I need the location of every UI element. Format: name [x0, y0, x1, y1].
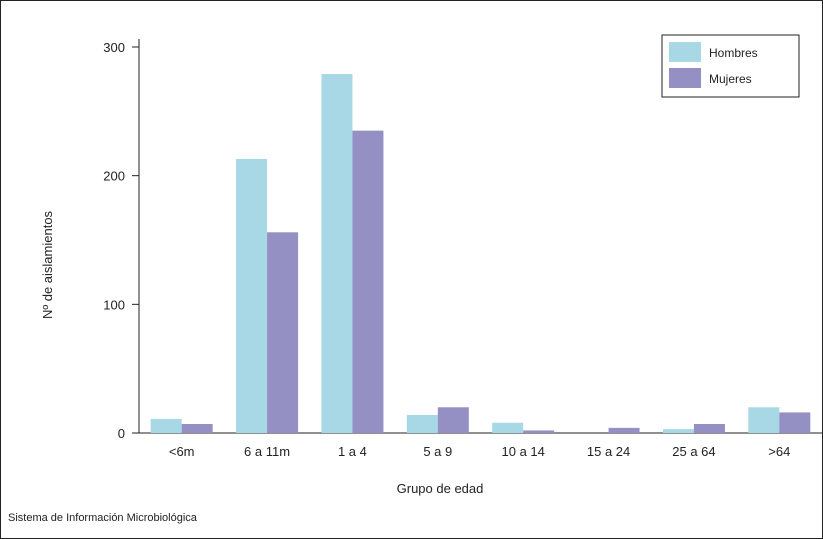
bar-hombres-6	[662, 429, 694, 433]
legend-label-mujeres: Mujeres	[709, 72, 752, 86]
source-note: Sistema de Información Microbiológica	[8, 512, 197, 524]
bar-mujeres-5	[608, 427, 640, 433]
y-tick-label: 0	[118, 426, 125, 441]
legend-label-hombres: Hombres	[709, 46, 758, 60]
bar-hombres-7	[748, 407, 780, 433]
bar-hombres-2	[321, 74, 353, 434]
x-tick-label: 6 a 11m	[244, 444, 290, 459]
y-ticks: 0 100 200 300	[103, 40, 139, 441]
bar-hombres-3	[406, 414, 438, 433]
bar-mujeres-7	[779, 412, 811, 433]
x-tick-label: 5 a 9	[423, 444, 452, 459]
bar-hombres-1	[236, 158, 268, 433]
legend-swatch-mujeres	[669, 68, 701, 88]
y-tick-label: 200	[103, 169, 125, 184]
y-tick-label: 300	[103, 40, 125, 55]
x-tick-label: 1 a 4	[338, 444, 367, 459]
x-ticks: <6m 6 a 11m 1 a 4 5 a 9 10 a 14 15 a 24 25 a 6…	[169, 444, 790, 459]
legend: Hombres Mujeres	[661, 34, 800, 98]
bar-mujeres-6	[693, 423, 725, 433]
x-tick-label: 25 a 64	[672, 444, 715, 459]
bars	[150, 74, 811, 434]
bar-mujeres-0	[181, 423, 213, 433]
bar-mujeres-3	[437, 407, 469, 433]
bar-hombres-0	[150, 418, 182, 433]
x-axis-title: Grupo de edad	[397, 481, 484, 496]
x-tick-label: <6m	[169, 444, 195, 459]
bar-mujeres-4	[523, 430, 555, 433]
legend-swatch-hombres	[669, 42, 701, 62]
x-tick-label: 15 a 24	[587, 444, 630, 459]
x-tick-label: >64	[768, 444, 790, 459]
bar-mujeres-2	[352, 130, 384, 433]
bar-mujeres-1	[267, 232, 299, 433]
y-tick-label: 100	[103, 297, 125, 312]
x-tick-label: 10 a 14	[502, 444, 545, 459]
y-axis-title: Nº de aislamientos	[40, 210, 55, 319]
bar-hombres-4	[492, 422, 524, 433]
